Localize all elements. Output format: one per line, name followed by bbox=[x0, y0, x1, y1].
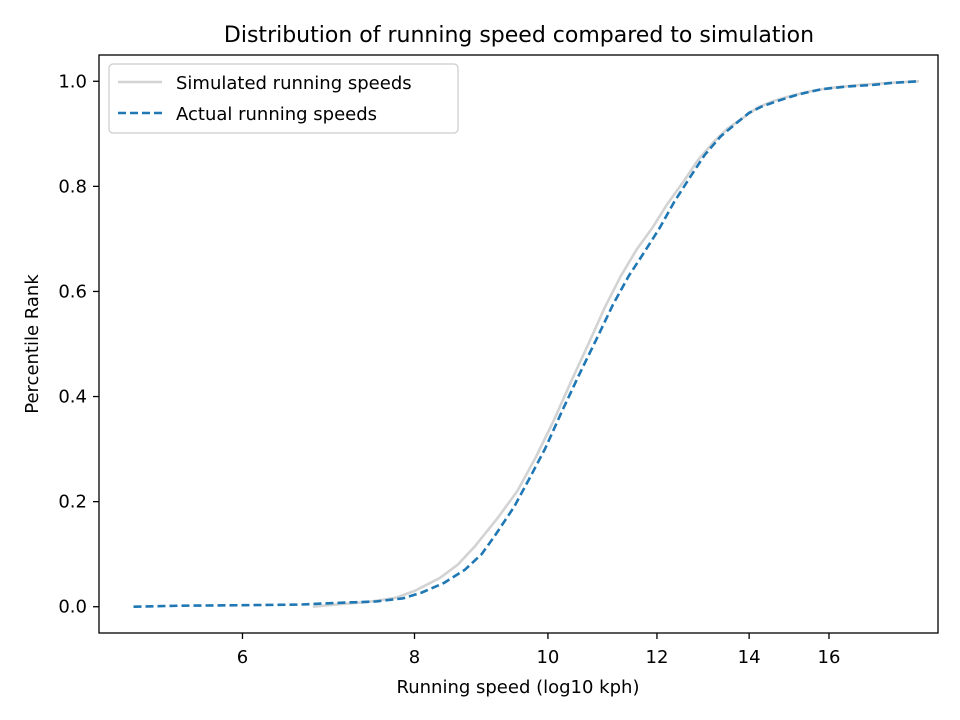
legend-label-actual: Actual running speeds bbox=[176, 104, 377, 125]
series-line-simulated bbox=[312, 80, 920, 608]
x-tick-label: 12 bbox=[646, 647, 669, 668]
y-tick-label: 0.4 bbox=[58, 387, 87, 408]
series-layer bbox=[133, 80, 920, 608]
y-tick-label: 1.0 bbox=[58, 71, 87, 92]
plot-frame bbox=[98, 54, 939, 634]
y-tick-label: 0.8 bbox=[58, 176, 87, 197]
y-tick-label: 0.0 bbox=[58, 597, 87, 618]
legend-label-simulated: Simulated running speeds bbox=[176, 73, 412, 94]
y-axis-label: Percentile Rank bbox=[22, 274, 43, 414]
y-tick-label: 0.6 bbox=[58, 281, 87, 302]
plot-area bbox=[98, 54, 939, 634]
y-axis-ticks: 0.0 0.2 0.4 0.6 0.8 1.0 bbox=[58, 71, 99, 618]
x-tick-label: 6 bbox=[237, 647, 248, 668]
y-tick-label: 0.2 bbox=[58, 492, 87, 513]
x-tick-label: 16 bbox=[818, 647, 841, 668]
chart-title: Distribution of running speed compared t… bbox=[224, 23, 814, 48]
x-tick-label: 10 bbox=[536, 647, 559, 668]
legend: Simulated running speeds Actual running … bbox=[108, 63, 459, 134]
x-axis-ticks: 6 8 10 12 14 16 bbox=[237, 633, 841, 668]
x-tick-label: 14 bbox=[738, 647, 761, 668]
x-tick-label: 8 bbox=[409, 647, 420, 668]
series-line-actual bbox=[133, 80, 920, 608]
legend-box bbox=[108, 63, 459, 134]
x-axis-label: Running speed (log10 kph) bbox=[397, 677, 640, 698]
